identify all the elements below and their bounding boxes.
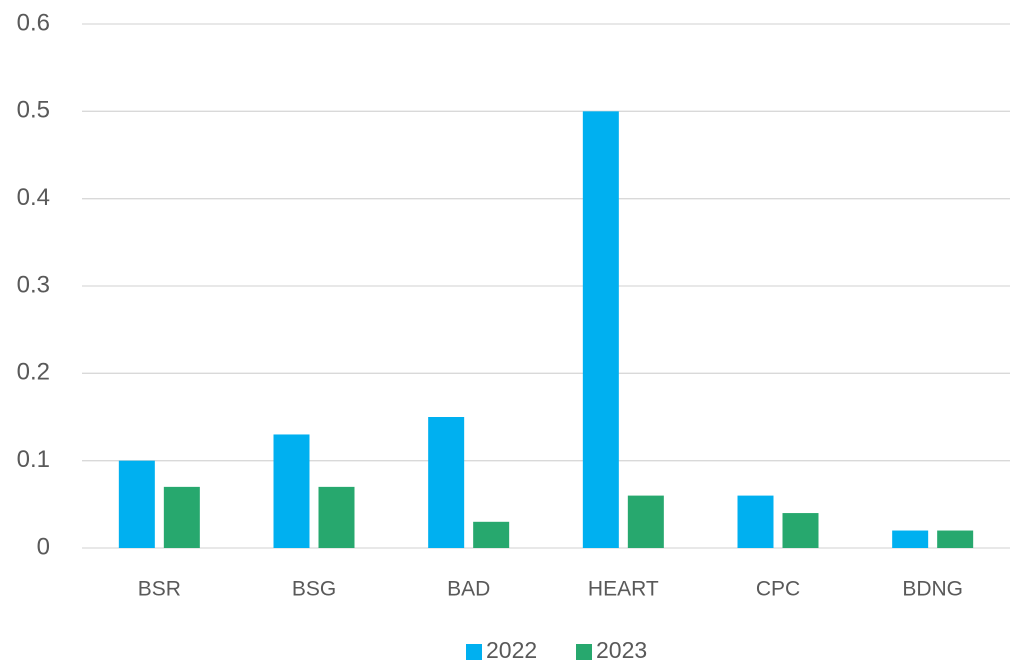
y-tick-label: 0.3 <box>17 271 50 298</box>
y-tick-label: 0.5 <box>17 97 50 124</box>
bar <box>737 495 774 548</box>
y-tick-label: 0.6 <box>17 9 50 36</box>
y-tick-label: 0.4 <box>17 184 50 211</box>
legend-swatch <box>466 644 482 660</box>
bar <box>473 521 510 548</box>
bar <box>428 417 465 548</box>
bar <box>318 486 355 548</box>
bar <box>582 111 619 548</box>
legend-swatch <box>576 644 592 660</box>
bar <box>627 495 664 548</box>
x-tick-label: BSG <box>292 578 336 601</box>
legend-label: 2023 <box>596 637 647 663</box>
x-tick-label: BDNG <box>902 578 963 601</box>
x-tick-label: CPC <box>756 578 800 601</box>
bar <box>163 486 200 548</box>
y-tick-label: 0.2 <box>17 359 50 386</box>
x-tick-label: BSR <box>138 578 181 601</box>
bar <box>118 460 155 548</box>
bar <box>937 530 974 548</box>
bar <box>782 513 819 548</box>
x-tick-label: BAD <box>447 578 490 601</box>
bar <box>273 434 310 548</box>
y-tick-label: 0.1 <box>17 446 50 473</box>
legend-label: 2022 <box>486 637 537 663</box>
bar <box>892 530 929 548</box>
y-tick-label: 0 <box>37 533 50 560</box>
x-tick-label: HEART <box>588 578 659 601</box>
